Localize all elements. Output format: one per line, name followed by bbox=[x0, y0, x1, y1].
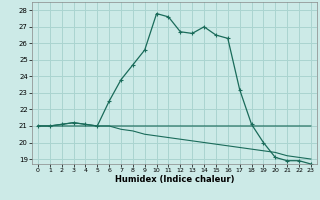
X-axis label: Humidex (Indice chaleur): Humidex (Indice chaleur) bbox=[115, 175, 234, 184]
